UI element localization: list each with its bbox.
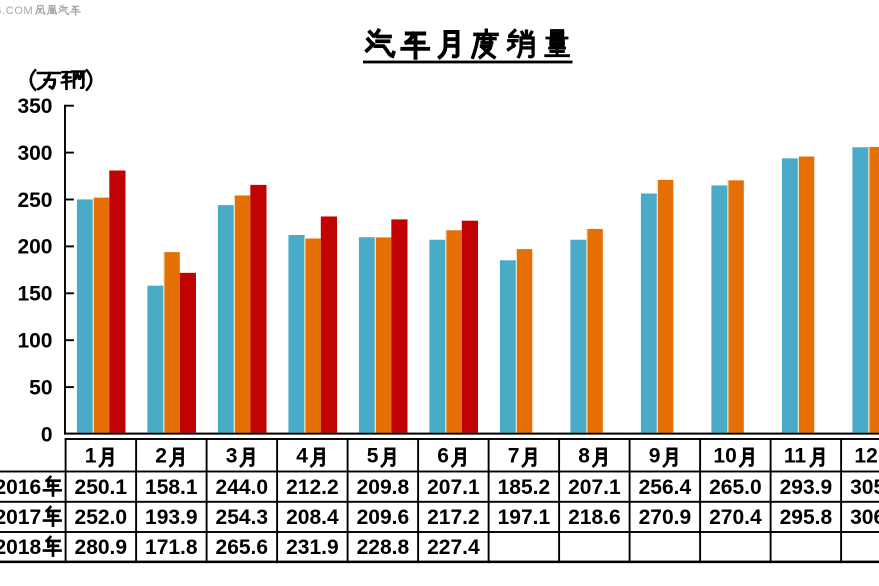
svg-text:11: 11: [784, 445, 807, 468]
svg-text:208.4: 208.4: [286, 506, 339, 529]
svg-text:150: 150: [17, 283, 52, 306]
svg-text:50: 50: [29, 376, 52, 399]
svg-text:0: 0: [41, 423, 53, 446]
svg-text:4: 4: [296, 445, 308, 468]
svg-text:7: 7: [508, 445, 520, 468]
svg-text:305.7: 305.7: [850, 476, 879, 499]
svg-text:8: 8: [578, 445, 590, 468]
svg-text:265.0: 265.0: [709, 476, 762, 499]
svg-text:227.4: 227.4: [427, 536, 480, 559]
svg-text:2016: 2016: [0, 476, 41, 499]
svg-text:G.COM: G.COM: [0, 5, 33, 17]
svg-text:228.8: 228.8: [357, 536, 410, 559]
svg-text:158.1: 158.1: [145, 476, 198, 499]
svg-text:207.1: 207.1: [568, 476, 621, 499]
svg-text:171.8: 171.8: [145, 536, 198, 559]
svg-text:295.8: 295.8: [780, 506, 833, 529]
svg-text:212.2: 212.2: [286, 476, 339, 499]
svg-text:252.0: 252.0: [75, 506, 128, 529]
svg-text:217.2: 217.2: [427, 506, 480, 529]
svg-text:350: 350: [17, 95, 52, 118]
svg-text:5: 5: [367, 445, 379, 468]
svg-text:265.6: 265.6: [216, 536, 269, 559]
svg-text:209.8: 209.8: [357, 476, 410, 499]
svg-text:200: 200: [17, 236, 52, 259]
svg-text:10: 10: [713, 445, 736, 468]
svg-text:207.1: 207.1: [427, 476, 480, 499]
svg-text:193.9: 193.9: [145, 506, 198, 529]
svg-text:9: 9: [649, 445, 661, 468]
svg-text:256.4: 256.4: [639, 476, 692, 499]
svg-text:293.9: 293.9: [780, 476, 833, 499]
svg-text:100: 100: [17, 330, 52, 353]
svg-text:12: 12: [854, 445, 877, 468]
svg-text:197.1: 197.1: [498, 506, 551, 529]
svg-text:231.9: 231.9: [286, 536, 339, 559]
svg-text:254.3: 254.3: [216, 506, 269, 529]
svg-text:250.1: 250.1: [75, 476, 128, 499]
svg-text:270.4: 270.4: [709, 506, 762, 529]
svg-text:209.6: 209.6: [357, 506, 410, 529]
svg-text:2017: 2017: [0, 506, 41, 529]
svg-text:300: 300: [17, 142, 52, 165]
svg-text:185.2: 185.2: [498, 476, 551, 499]
svg-text:270.9: 270.9: [639, 506, 692, 529]
svg-text:244.0: 244.0: [216, 476, 269, 499]
svg-text:306.0: 306.0: [850, 506, 879, 529]
svg-text:2: 2: [155, 445, 167, 468]
svg-text:1: 1: [85, 445, 97, 468]
svg-text:250: 250: [17, 189, 52, 212]
svg-text:218.6: 218.6: [568, 506, 621, 529]
svg-text:6: 6: [437, 445, 449, 468]
svg-text:3: 3: [226, 445, 238, 468]
svg-text:280.9: 280.9: [75, 536, 128, 559]
svg-text:2018: 2018: [0, 536, 42, 559]
